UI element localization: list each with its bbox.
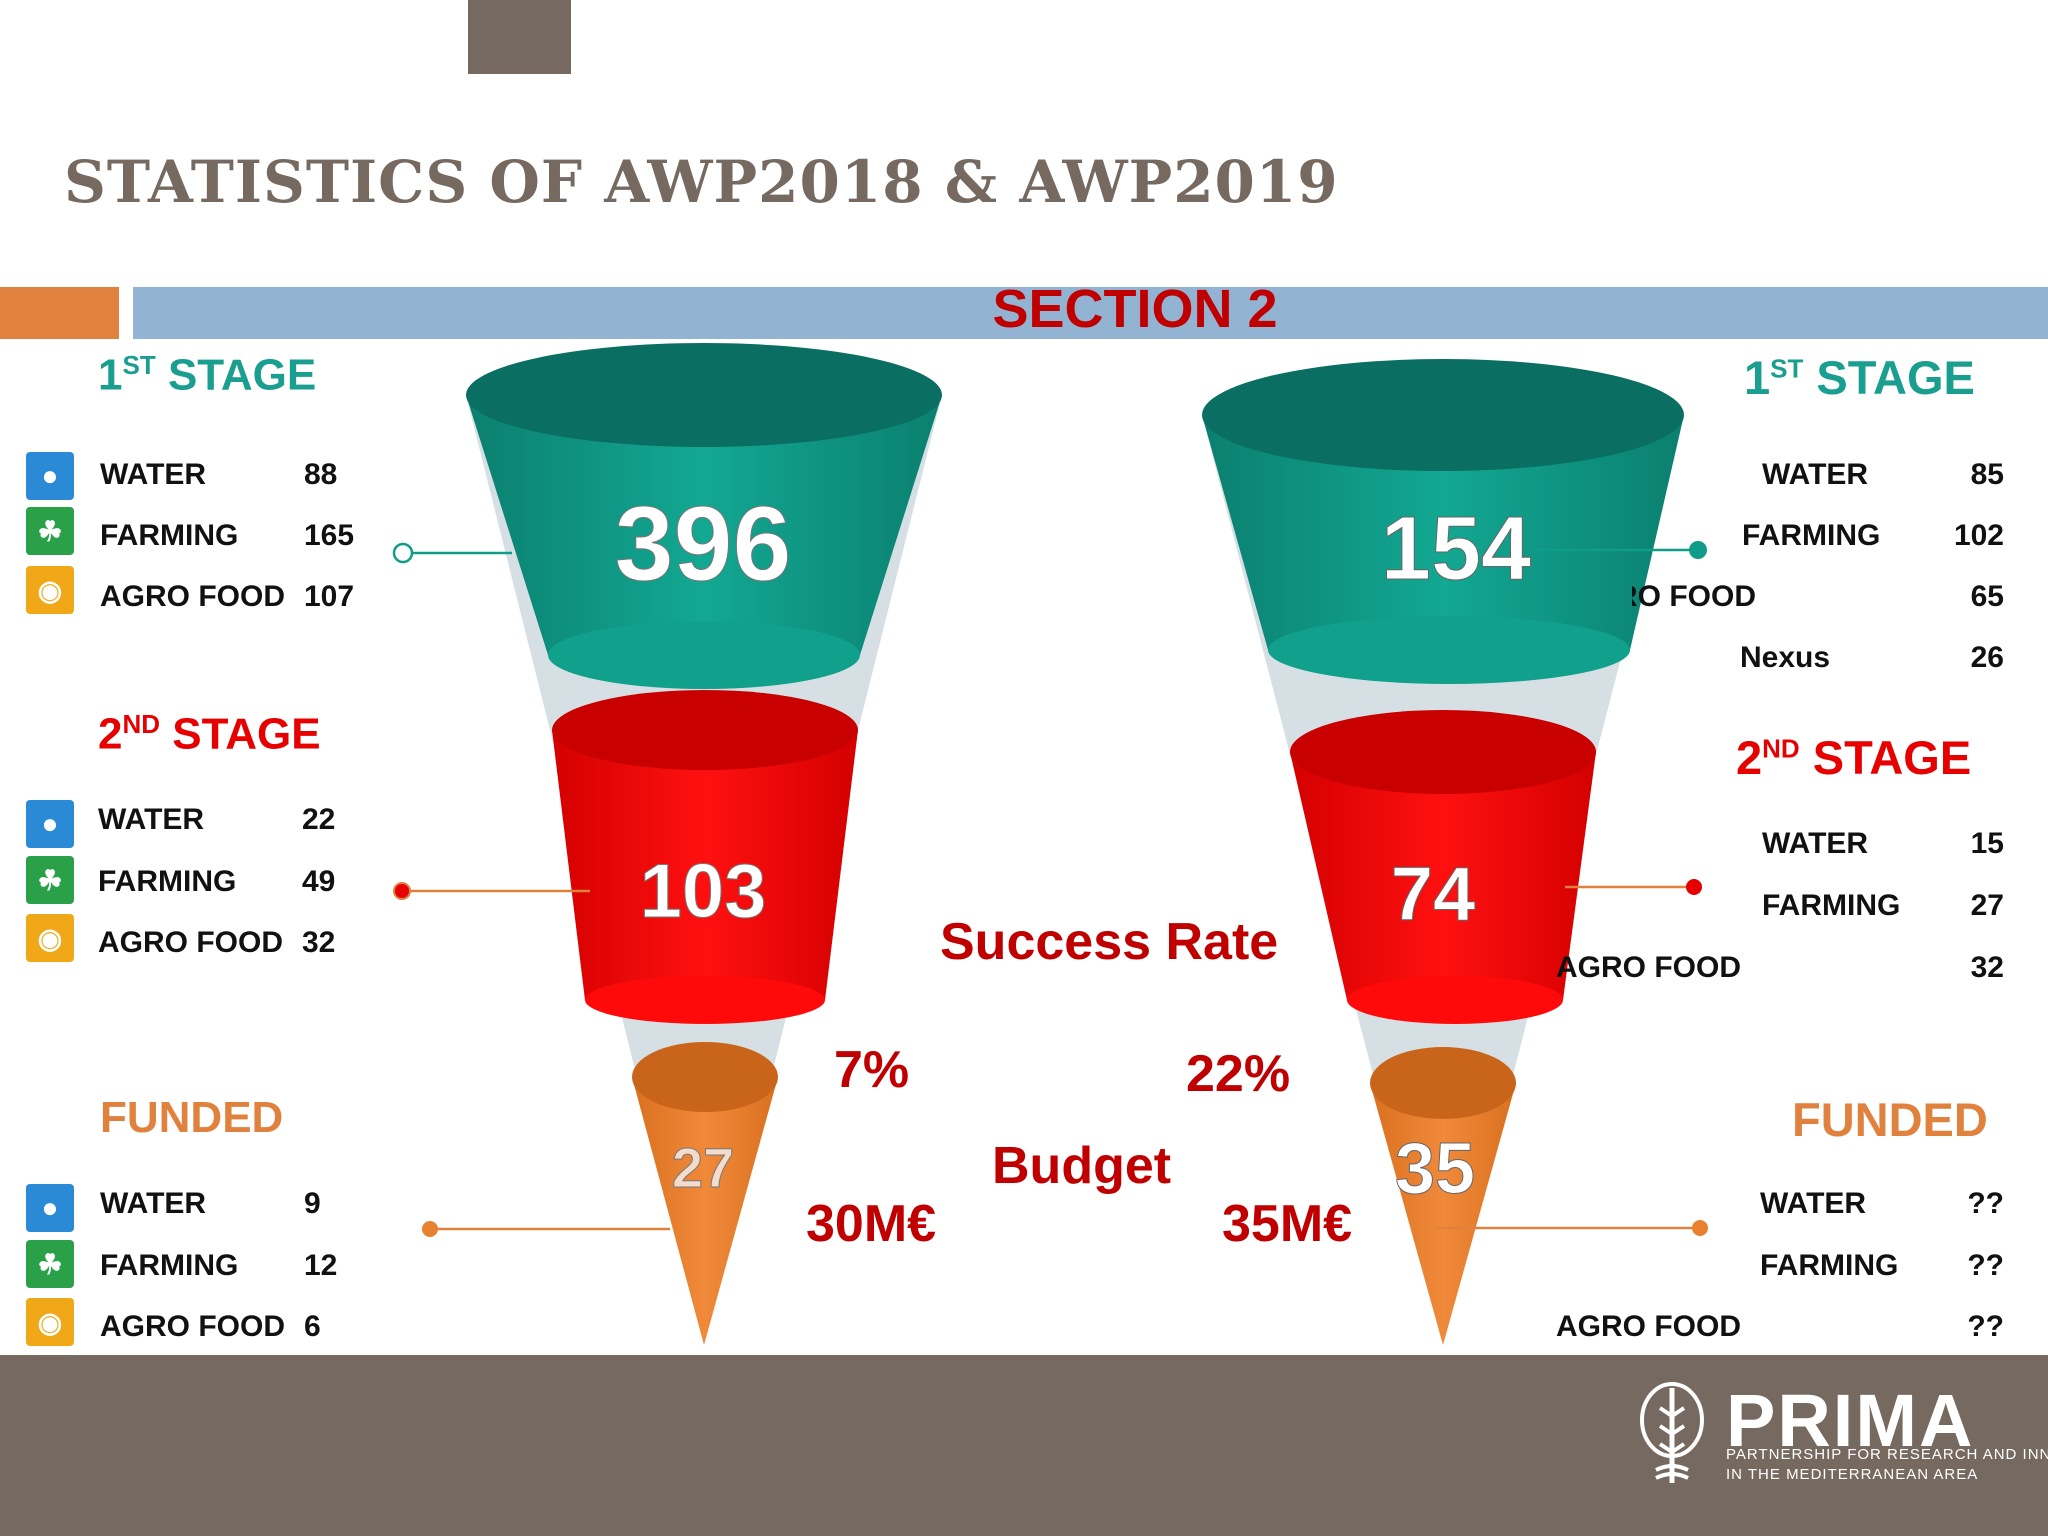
left-stage2-agro-label: AGRO FOOD (98, 926, 283, 959)
right-stage2-farming-label: FARMING (1762, 889, 1901, 922)
left-stage2-total: 103 (640, 849, 767, 934)
right-stage1-farming-label: FARMING (1742, 519, 1881, 552)
left-stage2-agro-value: 32 (302, 926, 336, 959)
right-funnel-stage2-top (1290, 710, 1596, 794)
water-drop-icon: ● (26, 452, 74, 500)
left-funded-heading: FUNDED (100, 1093, 284, 1142)
plant-icon: ☘ (26, 856, 74, 904)
left-funnel-stage1 (466, 395, 942, 655)
right-funnel-stage1-bottom (1268, 616, 1630, 684)
left-budget-value: 30M€ (806, 1195, 937, 1253)
left-stage2-farming-value: 49 (302, 865, 336, 898)
left-funded-agro-label: AGRO FOOD (100, 1310, 285, 1343)
right-funded-total: 35 (1395, 1129, 1475, 1209)
right-stage1-connector-dot (1689, 541, 1707, 559)
left-stage2-farming-label: FARMING (98, 865, 237, 898)
left-stage1-farming-label: FARMING (100, 519, 239, 552)
right-stage2-agro-label: AGRO FOOD (1556, 951, 1741, 984)
left-funnel-stage1-top (466, 343, 942, 447)
left-stage1-agro-label: AGRO FOOD (100, 580, 285, 613)
right-funnel-stage1 (1202, 415, 1684, 650)
left-funnel-stage1-bottom (548, 621, 860, 689)
right-funnel-funded (1370, 1083, 1516, 1345)
left-funded-farming-label: FARMING (100, 1249, 239, 1282)
right-stage2-total: 74 (1391, 852, 1476, 937)
left-stage2-water-value: 22 (302, 803, 336, 836)
right-stage2-agro-value: 32 (1970, 951, 2004, 984)
prima-logo-line1: PARTNERSHIP FOR RESEARCH AND INNOVATION (1726, 1446, 2048, 1463)
left-funded-connector-dot (422, 1221, 438, 1237)
right-stage1-agro-label: AGRO FOOD (1632, 580, 1756, 613)
right-funnel-funded-top (1370, 1047, 1516, 1119)
right-success-rate-value: 22% (1186, 1045, 1291, 1103)
right-funded-agro-value: ?? (1967, 1310, 2004, 1343)
right-funnel-stage2-bottom (1347, 976, 1563, 1024)
right-funded-farming-label: FARMING (1760, 1249, 1899, 1282)
left-stage1-total: 396 (615, 485, 792, 603)
right-stage1-nexus-value: 26 (1970, 641, 2004, 674)
top-accent-block (468, 0, 571, 74)
food-icon: ◉ (26, 1298, 74, 1346)
left-funded-total: 27 (672, 1136, 734, 1199)
right-stage1-farming-value: 102 (1953, 519, 2004, 552)
right-funded-connector-dot (1692, 1220, 1708, 1236)
right-stage1-heading: 1ST STAGE (1744, 351, 1975, 404)
left-funded-water-value: 9 (304, 1187, 321, 1220)
right-budget-value: 35M€ (1222, 1195, 1353, 1253)
left-funnel-stage2 (552, 730, 858, 1000)
budget-label: Budget (992, 1137, 1172, 1195)
right-stage1-water-label: WATER (1762, 458, 1869, 491)
left-funnel-stage2-top (552, 690, 858, 770)
section-label: SECTION 2 (992, 279, 1278, 339)
left-stage1-connector-dot (392, 542, 414, 564)
footer-band (0, 1355, 2048, 1536)
plant-icon: ☘ (26, 507, 74, 555)
left-funded-farming-value: 12 (304, 1249, 338, 1282)
right-funded-agro-label: AGRO FOOD (1556, 1310, 1741, 1343)
left-funnel-funded-top (632, 1042, 778, 1112)
right-stage1-nexus-label: Nexus (1740, 641, 1831, 674)
right-funnel-stage1-top (1202, 359, 1684, 471)
left-stage1-farming-value: 165 (304, 519, 355, 552)
right-funded-heading: FUNDED (1792, 1093, 1988, 1146)
left-stage2-water-label: WATER (98, 803, 205, 836)
food-icon: ◉ (26, 914, 74, 962)
section-bar (133, 287, 2048, 339)
left-funded-agro-value: 6 (304, 1310, 321, 1343)
left-stage2-connector-dot (393, 882, 411, 900)
left-stage1-water-label: WATER (100, 458, 207, 491)
right-stage2-water-value: 15 (1970, 827, 2004, 860)
section-bar-accent (0, 287, 119, 339)
plant-icon: ☘ (26, 1240, 74, 1288)
prima-logo-emblem (1640, 1382, 1704, 1483)
prima-logo-text: PRIMA (1726, 1379, 1975, 1462)
success-rate-label: Success Rate (940, 913, 1279, 971)
water-drop-icon: ● (26, 800, 74, 848)
slide-title: STATISTICS OF AWP2018 & AWP2019 (64, 148, 1339, 216)
prima-logo-line2: IN THE MEDITERRANEAN AREA (1726, 1466, 1979, 1483)
right-funded-farming-value: ?? (1967, 1249, 2004, 1282)
right-stage2-water-label: WATER (1762, 827, 1869, 860)
right-stage1-total: 154 (1381, 499, 1531, 599)
left-stage1-water-value: 88 (304, 458, 338, 491)
left-stage2-heading: 2ND STAGE (98, 709, 321, 759)
left-funded-water-label: WATER (100, 1187, 207, 1220)
left-funnel-stage2-bottom (585, 976, 825, 1024)
right-funded-water-value: ?? (1967, 1187, 2004, 1220)
right-funded-water-label: WATER (1760, 1187, 1867, 1220)
water-drop-icon: ● (26, 1184, 74, 1232)
right-stage2-connector-dot (1686, 879, 1702, 895)
right-stage1-water-value: 85 (1970, 458, 2004, 491)
right-stage2-heading: 2ND STAGE (1736, 731, 1972, 784)
right-stage1-agro-value: 65 (1970, 580, 2004, 613)
left-success-rate-value: 7% (834, 1041, 910, 1099)
left-stage1-agro-value: 107 (304, 580, 355, 613)
right-funnel-stage2 (1290, 752, 1596, 1000)
right-stage2-farming-value: 27 (1970, 889, 2004, 922)
food-icon: ◉ (26, 566, 74, 614)
left-stage1-heading: 1ST STAGE (98, 350, 317, 400)
left-funnel-funded (632, 1077, 778, 1345)
